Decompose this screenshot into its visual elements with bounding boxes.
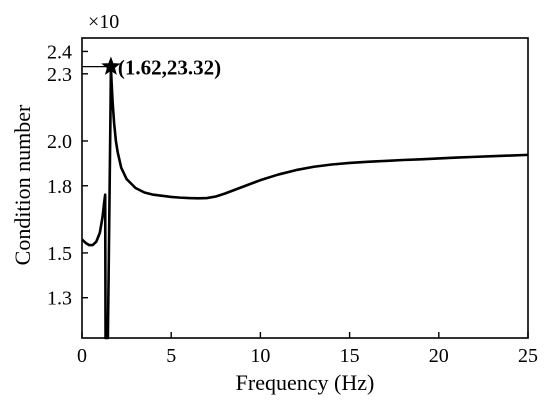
peak-annotation-label: (1.62,23.32) bbox=[118, 56, 221, 80]
x-axis-ticks: 0 5 10 15 20 25 bbox=[77, 332, 538, 367]
x-tick-label: 10 bbox=[250, 345, 270, 367]
x-tick-label: 0 bbox=[77, 345, 87, 367]
x-axis-label: Frequency (Hz) bbox=[236, 370, 375, 395]
y-tick-label: 2.3 bbox=[47, 64, 72, 86]
y-tick-label: 1.8 bbox=[47, 176, 72, 198]
y-tick-label: 2.4 bbox=[47, 41, 72, 63]
peak-annotation: (1.62,23.32) bbox=[82, 56, 221, 80]
x-tick-label: 20 bbox=[429, 345, 449, 367]
y-tick-label: 1.3 bbox=[47, 288, 72, 310]
x-tick-label: 25 bbox=[518, 345, 538, 367]
plot-frame-group bbox=[81, 37, 529, 339]
plot-lines bbox=[81, 65, 529, 340]
peak-star-marker bbox=[101, 56, 121, 75]
y-tick-label: 1.5 bbox=[47, 243, 72, 265]
x-tick-label: 5 bbox=[166, 345, 176, 367]
y-axis-label: Condition number bbox=[10, 104, 35, 265]
y-axis-ticks: 1.3 1.5 1.8 2.0 2.32.4 bbox=[47, 41, 88, 310]
series-line-0 bbox=[81, 65, 529, 340]
y-tick-label: 2.0 bbox=[47, 131, 72, 153]
x-tick-label: 15 bbox=[340, 345, 360, 367]
y-axis-multiplier: ×10 bbox=[88, 11, 119, 33]
plot-frame bbox=[81, 37, 529, 339]
